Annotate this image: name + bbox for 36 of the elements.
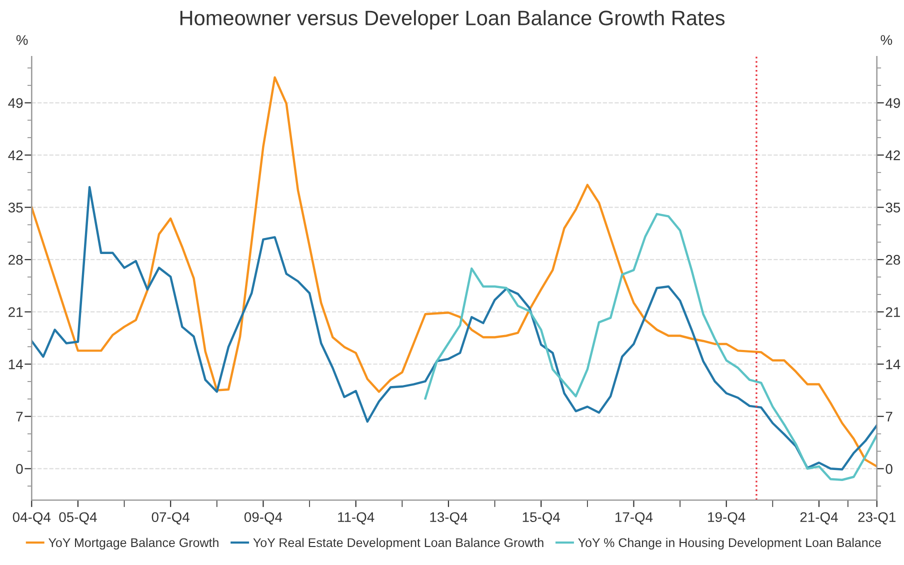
x-tick-label: 09-Q4 <box>244 512 282 525</box>
line-series <box>424 212 877 481</box>
y2-tick-label: 7 <box>886 412 892 422</box>
y2-tick-label: 0 <box>886 464 892 474</box>
y-tick-label: 35 <box>8 202 23 212</box>
y2-tick-label: 21 <box>886 307 900 317</box>
legend-label: YoY Mortgage Balance Growth <box>48 538 218 550</box>
x-tick-label: 04-Q4 <box>12 512 51 525</box>
y-tick-label: 49 <box>8 98 23 108</box>
y-tick-label: 0 <box>16 464 23 474</box>
y2-tick-label: 14 <box>886 360 900 370</box>
x-tick-label: 23-Q1 <box>858 512 896 525</box>
y-tick-label: 7 <box>16 412 23 422</box>
x-tick-label: 21-Q4 <box>800 512 838 525</box>
x-tick-label: 17-Q4 <box>615 512 653 525</box>
y2-tick-label: 35 <box>886 202 900 212</box>
chart-title: Homeowner versus Developer Loan Balance Growth Rates <box>180 10 725 30</box>
y-axis-title: % <box>16 35 28 45</box>
x-tick-label: 05-Q4 <box>59 512 97 525</box>
x-tick-label: 11-Q4 <box>338 512 374 525</box>
y-tick-label: 28 <box>8 254 23 265</box>
x-tick-label: 19-Q4 <box>708 512 746 525</box>
y-tick-label: 21 <box>8 307 23 317</box>
legend-label: YoY % Change in Housing Development Loan Balance <box>578 538 881 550</box>
line-series <box>32 186 877 471</box>
line-series <box>32 76 877 468</box>
y2-tick-label: 49 <box>886 98 900 108</box>
x-tick-label: 07-Q4 <box>152 512 190 525</box>
y-tick-label: 14 <box>8 360 23 370</box>
legend-label: YoY Real Estate Development Loan Balance Growth <box>253 538 544 550</box>
y2-tick-label: 42 <box>886 150 900 160</box>
y-tick-label: 42 <box>8 150 23 160</box>
y2-axis-title: % <box>880 35 892 45</box>
x-tick-label: 15-Q4 <box>522 512 560 525</box>
y2-tick-label: 28 <box>886 254 900 265</box>
x-tick-label: 13-Q4 <box>430 512 468 525</box>
